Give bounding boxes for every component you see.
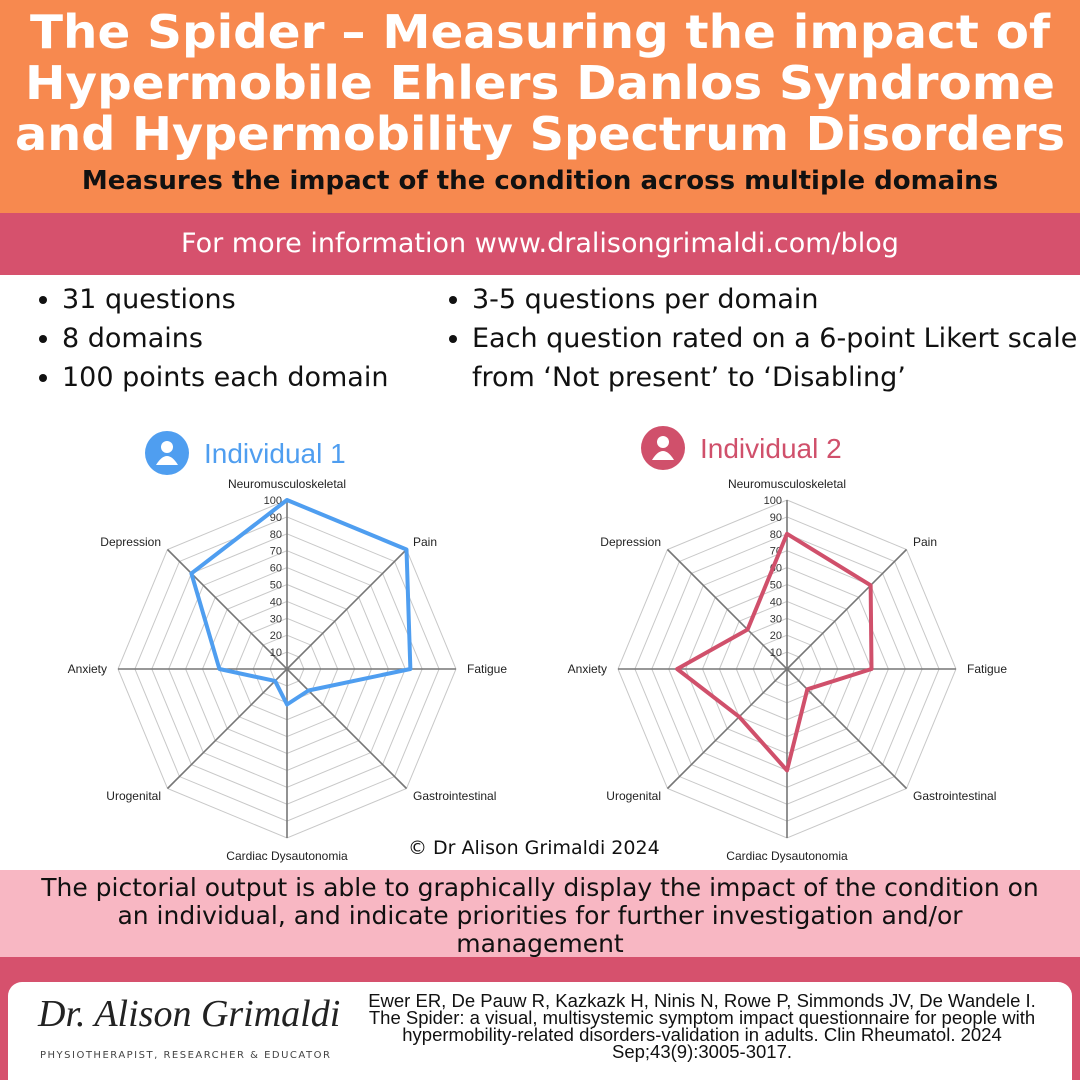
chart-title: Individual 1 [204,438,346,469]
bullet: 31 questions [62,280,462,319]
citation: Ewer ER, De Pauw R, Kazkazk H, Ninis N, … [368,990,1036,1062]
title-line: and Hypermobility Spectrum Disorders [15,107,1065,161]
axis-label: Urogenital [106,789,161,803]
r-tick-label: 40 [270,596,282,608]
spoke [286,548,408,670]
r-tick-label: 30 [270,613,282,625]
data-area [675,531,874,773]
axis-label: Gastrointestinal [413,789,496,803]
copyright: © Dr Alison Grimaldi 2024 [408,837,660,859]
person-icon-body [156,456,178,465]
spoke [286,668,408,790]
r-tick-label: 70 [270,546,282,558]
r-tick-label: 60 [270,563,282,575]
r-tick-label: 100 [264,495,282,507]
r-tick-label: 80 [270,529,282,541]
title-block: The Spider – Measuring the impact of Hyp… [15,5,1065,161]
bullet: 3-5 questions per domain [472,280,1080,319]
title-line: Hypermobile Ehlers Danlos Syndrome [25,56,1055,110]
r-tick-label: 50 [770,580,782,592]
axis-label: Neuromusculoskeletal [228,477,346,491]
bullet-list: 3-5 questions per domain Each question r… [448,280,1080,397]
header: The Spider – Measuring the impact of Hyp… [0,0,1080,213]
logo-tagline: PHYSIOTHERAPIST, RESEARCHER & EDUCATOR [40,1050,332,1061]
banner: For more information www.dralisongrimald… [0,213,1080,275]
data-area [189,498,413,707]
charts: Individual 1 10 20 30 40 50 60 70 80 90 100 Neuromu… [68,426,1007,863]
r-tick-label: 90 [270,512,282,524]
footer-card [8,982,1072,1080]
summary: The pictorial output is able to graphica… [0,870,1080,958]
subtitle: Measures the impact of the condition acr… [81,166,999,196]
chart-title: Individual 2 [700,433,842,464]
person-icon-head [657,436,669,448]
axis-label: Urogenital [606,789,661,803]
axis-label: Cardiac Dysautonomia [726,849,848,863]
r-tick-label: 90 [770,512,782,524]
r-tick-label: 20 [270,630,282,642]
r-tick-label: 30 [770,613,782,625]
axis-label: Gastrointestinal [913,789,996,803]
spoke [786,548,908,670]
r-tick-label: 50 [270,580,282,592]
axis-label: Pain [413,535,437,549]
spoke [166,668,288,790]
axis-label: Pain [913,535,937,549]
spoke [666,548,788,670]
logo: Dr. Alison Grimaldi [38,993,341,1035]
axis-label: Anxiety [68,662,107,676]
spoke [666,668,788,790]
r-tick-label: 100 [764,495,782,507]
bullet: Each question rated on a 6-point Likert … [472,319,1080,397]
r-tick-label: 20 [770,630,782,642]
spoke [166,548,288,670]
person-icon-body [652,451,674,460]
axis-label: Fatigue [467,662,507,676]
title-line: The Spider – Measuring the impact of [30,5,1051,59]
bullet: 100 points each domain [62,358,462,397]
axis-label: Depression [100,535,161,549]
axis-label: Fatigue [967,662,1007,676]
axis-label: Cardiac Dysautonomia [226,849,348,863]
axis-label: Anxiety [568,662,607,676]
axis-label: Neuromusculoskeletal [728,477,846,491]
r-tick-label: 80 [770,529,782,541]
person-icon-head [161,441,173,453]
bullet-list: 31 questions 8 domains 100 points each d… [38,280,462,397]
r-tick-label: 40 [770,596,782,608]
axis-label: Depression [600,535,661,549]
r-tick-label: 10 [270,647,282,659]
r-tick-label: 10 [770,647,782,659]
bullet: 8 domains [62,319,462,358]
